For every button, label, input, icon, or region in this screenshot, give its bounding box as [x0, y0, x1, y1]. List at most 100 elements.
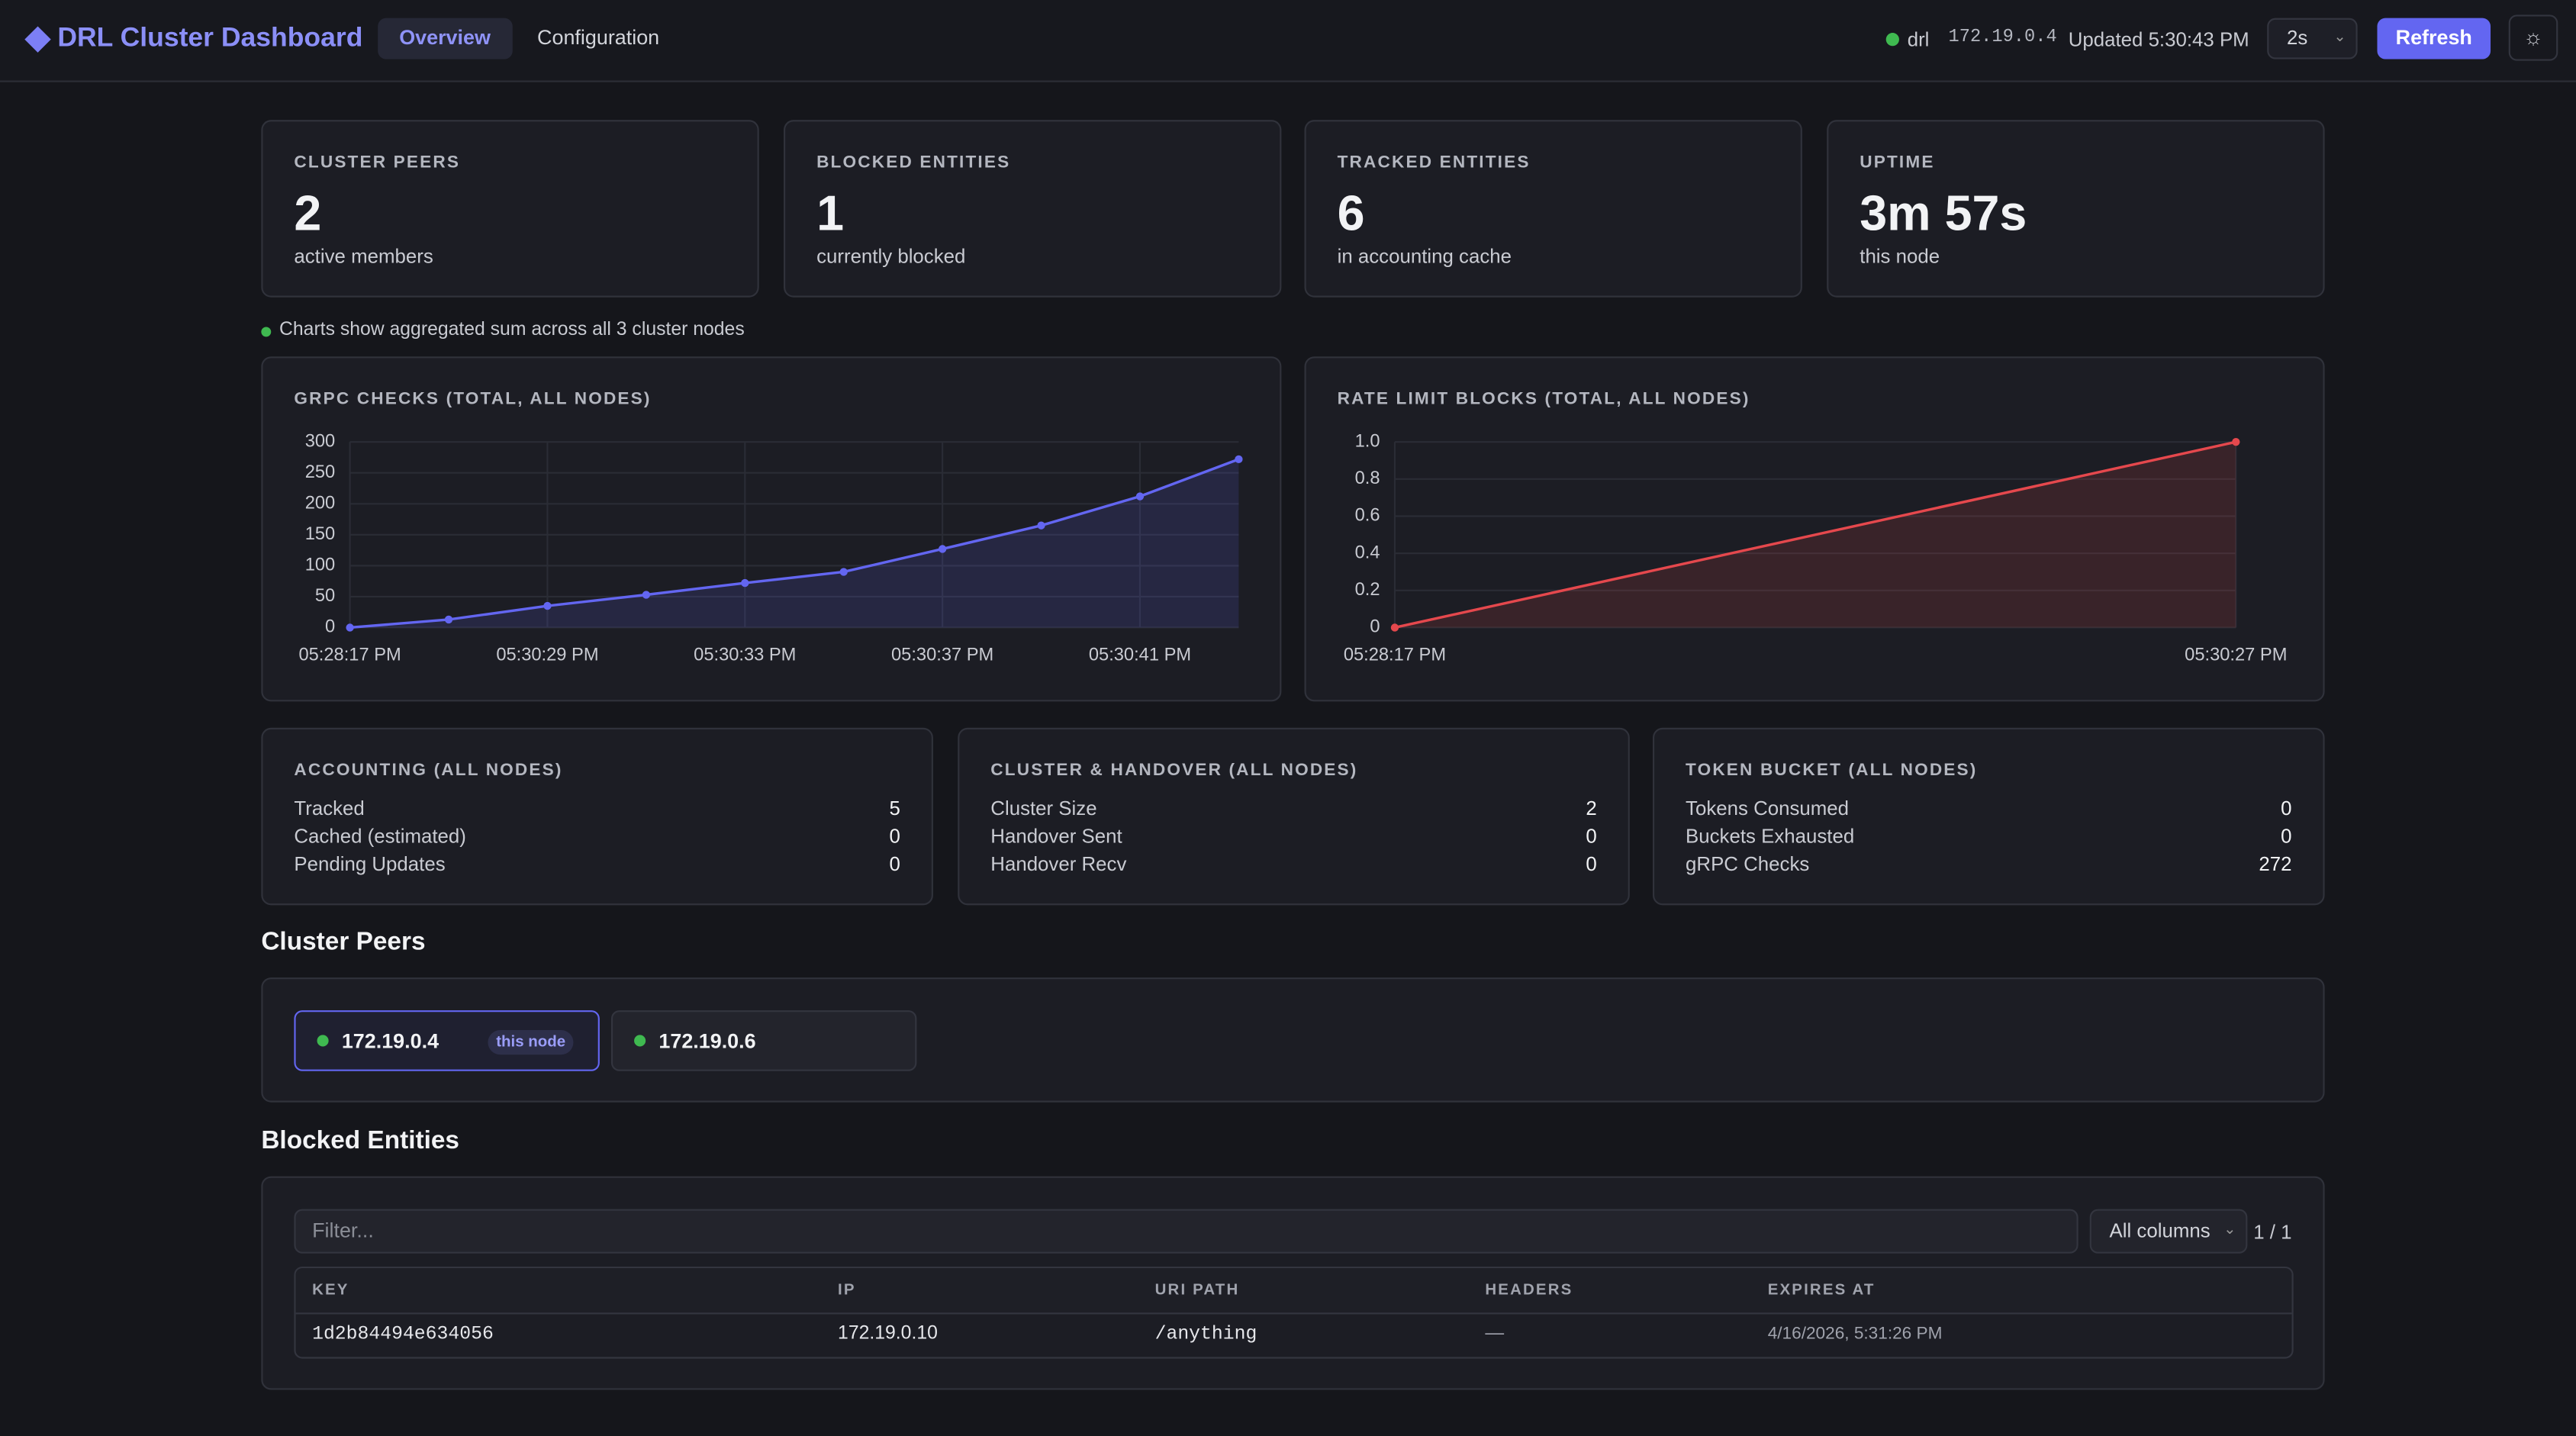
metric-label: Tracked — [294, 797, 365, 820]
point — [741, 578, 749, 588]
x-tick-label: 05:28:17 PM — [298, 645, 401, 665]
stat-value: 6 — [1337, 187, 1365, 242]
stat-label: UPTIME — [1860, 153, 1935, 173]
chart: 0 50 100 150 200 250 300 05:28:17 PM 05:30:29 PM… — [298, 431, 1243, 665]
metric-label: Handover Sent — [990, 824, 1122, 848]
point — [1135, 492, 1145, 501]
metric-value: 0 — [2281, 797, 2292, 820]
peer-chip: 172.19.0.6 — [610, 1010, 917, 1071]
area — [349, 459, 1239, 628]
x-tick-label: 05:30:33 PM — [694, 645, 796, 665]
point — [444, 615, 453, 624]
chart-title: RATE LIMIT BLOCKS (TOTAL, ALL NODES) — [1337, 389, 1750, 410]
peer-dot — [634, 1035, 646, 1047]
metric-card: ACCOUNTING (ALL NODES) Tracked 5 Cached (es… — [261, 727, 933, 906]
peer-tag: this node — [488, 1029, 574, 1055]
stat-value: 2 — [294, 187, 322, 242]
y-tick-label: 250 — [305, 462, 336, 482]
refresh-button[interactable]: Refresh — [2377, 18, 2491, 60]
filter-placeholder: Filter... — [312, 1219, 374, 1242]
chevron: ⌄ — [2333, 27, 2346, 45]
point — [839, 568, 848, 576]
updated-time: Updated 5:30:43 PM — [2068, 27, 2249, 51]
metric-card: CLUSTER & HANDOVER (ALL NODES) Cluster Si… — [958, 727, 1630, 906]
app-title: DRL Cluster Dashboard — [57, 23, 363, 53]
y-tick-label: 200 — [305, 494, 336, 514]
metric-label: Cached (estimated) — [294, 824, 466, 848]
y-tick-label: 0 — [325, 617, 335, 637]
node-name: drl — [1907, 27, 1930, 51]
y-tick-label: 0.6 — [1355, 506, 1380, 526]
y-tick-label: 0 — [1370, 617, 1380, 637]
point — [938, 545, 947, 553]
interval-value: 2s — [2287, 26, 2308, 50]
chart-note: Charts show aggregated sum across all 3 … — [279, 320, 745, 340]
section-title: Cluster Peers — [261, 928, 426, 957]
blocked-card: Filter... All columns ⌄ 1 / 1 KEY IP URI PATH H… — [261, 1176, 2325, 1390]
metric-title: ACCOUNTING (ALL NODES) — [294, 760, 563, 781]
metric-value: 0 — [1586, 824, 1597, 848]
peer-chip: 172.19.0.4 this node — [294, 1010, 600, 1071]
point — [642, 591, 651, 599]
metric-value: 0 — [2281, 824, 2292, 848]
metric-title: TOKEN BUCKET (ALL NODES) — [1686, 760, 1978, 781]
chevron: ⌄ — [2223, 1220, 2236, 1238]
x-tick-label: 05:30:29 PM — [496, 645, 598, 665]
metric-value: 272 — [2259, 852, 2292, 876]
tab-overview[interactable]: Overview — [378, 18, 512, 60]
stat-caption: currently blocked — [816, 244, 966, 268]
stat-card: CLUSTER PEERS 2 active members — [261, 120, 759, 298]
y-tick-label: 300 — [305, 431, 336, 451]
metric-value: 0 — [889, 852, 900, 876]
status-dot — [1885, 33, 1899, 47]
point — [2232, 438, 2240, 446]
point — [1390, 623, 1399, 632]
table-cell: 4/16/2026, 5:31:26 PM — [1767, 1324, 1943, 1344]
theme-toggle[interactable]: ☼ — [2508, 14, 2558, 61]
metric-label: Cluster Size — [990, 797, 1097, 820]
page-indicator: 1 / 1 — [2253, 1220, 2292, 1244]
stat-label: BLOCKED ENTITIES — [816, 153, 1011, 173]
chart-title: GRPC CHECKS (TOTAL, ALL NODES) — [294, 389, 652, 410]
x-tick-label: 05:30:41 PM — [1089, 645, 1191, 665]
metric-value: 5 — [889, 797, 900, 820]
table-cell: — — [1485, 1324, 1505, 1344]
peers-card: 172.19.0.4 this node 172.19.0.6 — [261, 977, 2325, 1103]
metric-label: Pending Updates — [294, 852, 446, 876]
y-tick-label: 0.8 — [1355, 468, 1380, 488]
stat-caption: this node — [1860, 244, 1940, 268]
y-tick-label: 0.4 — [1355, 543, 1380, 562]
chart-card: GRPC CHECKS (TOTAL, ALL NODES) 0 50 100 150 2… — [261, 356, 1282, 702]
metric-label: Handover Recv — [990, 852, 1127, 876]
y-tick-label: 50 — [315, 586, 335, 606]
metric-value: 2 — [1586, 797, 1597, 820]
tab-configuration[interactable]: Configuration — [537, 26, 660, 50]
stat-caption: in accounting cache — [1337, 244, 1512, 268]
stat-card: TRACKED ENTITIES 6 in accounting cache — [1304, 120, 1802, 298]
metric-value: 0 — [1586, 852, 1597, 876]
column-select-value: All columns — [2109, 1219, 2211, 1242]
table: KEY IP URI PATH HEADERS EXPIRES AT 1d2b84494e… — [294, 1267, 2294, 1359]
metric-label: gRPC Checks — [1686, 852, 1810, 876]
metric-label: Buckets Exhausted — [1686, 824, 1855, 848]
peer-dot — [317, 1035, 329, 1047]
filter-input[interactable]: Filter... — [294, 1209, 2079, 1254]
metric-title: CLUSTER & HANDOVER (ALL NODES) — [990, 760, 1358, 781]
metric-value: 0 — [889, 824, 900, 848]
point — [346, 623, 354, 632]
logo-icon — [24, 26, 51, 53]
line — [1394, 440, 2236, 629]
peer-ip: 172.19.0.6 — [658, 1029, 756, 1054]
chart: 0 0.2 0.4 0.6 0.8 1.0 05:28:17 PM 05:30:27 PM — [1344, 431, 2288, 665]
interval-select[interactable]: 2s ⌄ — [2267, 18, 2358, 60]
point — [1235, 455, 1243, 464]
column-header: HEADERS — [1485, 1281, 1573, 1300]
metric-card: TOKEN BUCKET (ALL NODES) Tokens Consumed 0… — [1652, 727, 2325, 906]
line — [349, 458, 1240, 629]
column-select[interactable]: All columns ⌄ — [2089, 1209, 2248, 1254]
note-dot — [261, 327, 272, 337]
x-tick-label: 05:28:17 PM — [1344, 645, 1446, 665]
table-cell: 172.19.0.10 — [838, 1324, 938, 1344]
node-ip: 172.19.0.4 — [1948, 27, 2057, 48]
